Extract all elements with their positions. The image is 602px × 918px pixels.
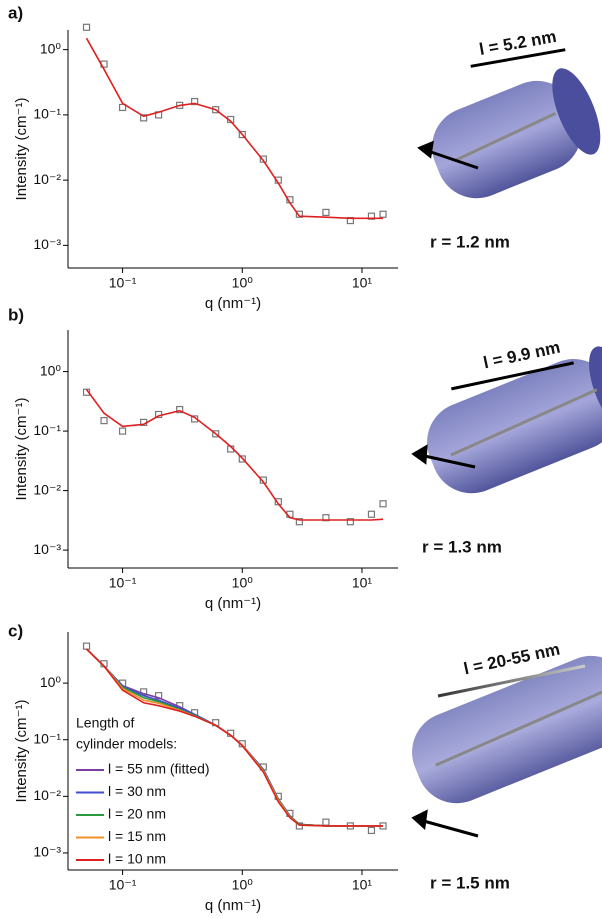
- y-tick-label: 10⁻²: [33, 787, 61, 803]
- data-point: [238, 455, 246, 463]
- data-point: [322, 208, 330, 217]
- y-tick-label: 10⁰: [40, 362, 62, 378]
- legend-label: l = 15 nm: [108, 828, 166, 844]
- cylinder-c: [412, 655, 602, 804]
- panel-label: b): [8, 305, 24, 324]
- x-tick-label: 10¹: [352, 575, 373, 591]
- x-tick-label: 10¹: [352, 877, 373, 893]
- y-tick-label: 10⁻³: [33, 844, 61, 860]
- y-tick-label: 10⁻²: [33, 171, 61, 187]
- data-point: [367, 510, 376, 518]
- data-point: [295, 518, 303, 526]
- y-tick-label: 10⁻³: [33, 236, 61, 252]
- panel-label: a): [8, 3, 23, 22]
- radius-label: r = 1.3 nm: [422, 537, 502, 556]
- data-point: [82, 642, 91, 650]
- data-point: [118, 103, 127, 112]
- y-tick-label: 10⁻¹: [33, 106, 61, 122]
- fit-line: [85, 37, 383, 220]
- legend-title: Length of: [76, 715, 134, 731]
- radius-label: r = 1.5 nm: [430, 873, 510, 892]
- data-point: [212, 106, 220, 114]
- x-tick-label: 10¹: [352, 275, 373, 291]
- data-point: [379, 500, 387, 508]
- y-tick-label: 10⁰: [40, 674, 62, 690]
- arrows: [411, 48, 574, 838]
- data-point: [295, 210, 303, 218]
- y-axis-label: Intensity (cm⁻¹): [13, 98, 30, 201]
- legend-label: l = 55 nm (fitted): [108, 761, 210, 777]
- fit-line: [85, 389, 384, 521]
- x-tick-label: 10⁰: [232, 575, 254, 591]
- data-point: [367, 826, 376, 835]
- x-axis-label: q (nm⁻¹): [205, 295, 261, 312]
- x-axis-label: q (nm⁻¹): [205, 897, 261, 914]
- legend-label: l = 30 nm: [108, 783, 166, 799]
- x-tick-label: 10⁻¹: [109, 275, 137, 291]
- panel-label: c): [8, 621, 23, 640]
- data-point: [379, 210, 387, 218]
- y-tick-label: 10⁻¹: [33, 730, 61, 746]
- y-tick-label: 10⁻²: [33, 481, 61, 497]
- cylinder-b: [427, 346, 602, 494]
- y-tick-label: 10⁰: [40, 40, 62, 56]
- data-point: [346, 518, 354, 526]
- legend-title: cylinder models:: [76, 736, 177, 752]
- data-point: [322, 818, 330, 826]
- data-point: [118, 427, 127, 435]
- x-tick-label: 10⁻¹: [109, 575, 137, 591]
- data-point: [176, 405, 184, 414]
- length-arrow-c: [437, 664, 586, 698]
- radius-label: r = 1.2 nm: [430, 232, 510, 251]
- data-point: [367, 212, 376, 220]
- data-point: [155, 692, 163, 700]
- y-tick-label: 10⁻¹: [33, 422, 61, 438]
- data-point: [82, 23, 91, 31]
- data-point: [212, 430, 220, 438]
- legend-label: l = 10 nm: [108, 851, 166, 867]
- y-axis-label: Intensity (cm⁻¹): [13, 398, 30, 501]
- data-point: [259, 155, 267, 163]
- fit-line: [85, 648, 383, 827]
- data-point: [191, 97, 199, 106]
- data-point: [140, 114, 148, 122]
- x-tick-label: 10⁰: [232, 275, 254, 291]
- data-point: [82, 388, 91, 396]
- data-point: [100, 417, 108, 425]
- legend-label: l = 20 nm: [108, 806, 166, 822]
- x-axis-label: q (nm⁻¹): [205, 595, 261, 612]
- data-point: [238, 130, 246, 139]
- cylinder-a: [432, 68, 601, 199]
- x-tick-label: 10⁻¹: [109, 877, 137, 893]
- y-tick-label: 10⁻³: [33, 541, 61, 557]
- y-axis-label: Intensity (cm⁻¹): [13, 700, 30, 803]
- x-tick-label: 10⁰: [232, 877, 254, 893]
